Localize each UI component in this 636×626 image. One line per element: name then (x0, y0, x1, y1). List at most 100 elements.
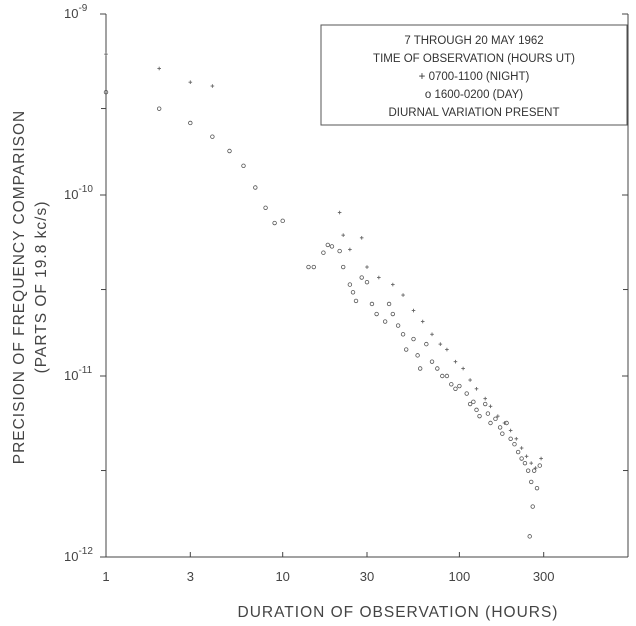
day-data-point (512, 441, 517, 447)
night-data-point (401, 293, 405, 297)
day-data-point (386, 301, 392, 307)
night-data-point (445, 347, 449, 352)
night-data-point (420, 319, 425, 324)
day-data-point (471, 399, 476, 405)
day-data-point (467, 401, 473, 407)
day-data-point (210, 134, 215, 139)
day-data-point (156, 106, 162, 111)
night-data-point (337, 210, 342, 215)
day-data-point (527, 534, 532, 539)
night-data-point (483, 396, 488, 401)
day-data-point (337, 248, 342, 254)
day-data-point (464, 391, 469, 396)
night-data-point (438, 342, 443, 346)
night-data-point (430, 332, 434, 337)
day-data-point (522, 460, 528, 466)
legend-box (320, 24, 628, 126)
day-data-point (477, 413, 482, 419)
data-points (103, 52, 543, 539)
night-data-point (461, 366, 465, 371)
day-data-point (280, 218, 285, 224)
night-data-point (157, 66, 161, 71)
day-data-point (382, 319, 388, 324)
day-data-point (415, 353, 420, 358)
x-tick-label: 30 (360, 569, 374, 584)
y-tick-label: 10-9 (64, 3, 88, 21)
day-data-point (103, 89, 109, 95)
day-data-point (497, 425, 503, 430)
day-data-point (474, 407, 479, 413)
day-data-point (453, 386, 458, 391)
day-data-point (449, 382, 454, 387)
night-data-point (529, 461, 534, 465)
day-data-point (347, 282, 353, 287)
day-data-point (457, 383, 462, 389)
legend-line-time-header: TIME OF OBSERVATION (HOURS UT) (373, 53, 575, 65)
night-data-point (188, 80, 193, 84)
night-data-point (391, 282, 395, 287)
day-data-point (488, 420, 493, 426)
night-data-point (468, 378, 472, 382)
day-data-point (325, 242, 331, 248)
day-data-point (493, 416, 498, 422)
day-data-point (483, 401, 488, 407)
y-tick-label: 10-11 (64, 365, 93, 383)
night-data-point (474, 386, 479, 391)
y-axis-title-line2: (PARTS OF 19.8 kc/s) (33, 201, 50, 374)
day-data-point (515, 449, 521, 455)
night-data-point (377, 275, 381, 280)
day-data-point (272, 220, 277, 226)
day-data-point (424, 341, 429, 347)
day-data-point (241, 163, 246, 168)
day-data-point (440, 373, 445, 379)
y-axis-ticks: 10-12 10-11 10-10 10-9 (64, 3, 628, 564)
night-data-point (524, 454, 529, 459)
day-data-point (188, 120, 193, 126)
x-axis-title: DURATION OF OBSERVATION (HOURS) (238, 604, 559, 621)
day-data-point (350, 290, 356, 295)
x-tick-label: 3 (187, 569, 194, 584)
day-data-point (444, 373, 450, 379)
day-data-point (227, 148, 232, 154)
day-data-point (519, 456, 524, 461)
day-data-point (508, 436, 513, 441)
day-data-point (403, 347, 409, 352)
legend-line-night: + 0700-1100 (NIGHT) (419, 71, 530, 83)
y-axis-title-line1: PRECISION OF FREQUENCY COMPARISON (11, 110, 28, 465)
night-data-point (365, 265, 369, 269)
night-data-point (453, 359, 458, 364)
day-data-point (537, 463, 542, 468)
x-tick-label: 1 (102, 569, 109, 584)
day-data-point (390, 311, 396, 317)
legend-line-dates: 7 THROUGH 20 MAY 1962 (404, 35, 543, 47)
day-data-point (531, 468, 537, 473)
day-data-point (395, 323, 401, 328)
night-data-point (508, 428, 513, 433)
day-data-point (429, 359, 435, 364)
day-data-point (485, 411, 491, 416)
x-axis-ticks: 1 3 10 30 100 300 (102, 552, 555, 584)
night-data-point (348, 247, 352, 252)
day-data-point (253, 185, 258, 190)
day-data-point (530, 504, 535, 509)
day-data-point (529, 479, 534, 485)
day-data-point (525, 468, 531, 473)
legend: 7 THROUGH 20 MAY 1962 TIME OF OBSERVATIO… (320, 24, 628, 126)
day-data-point (353, 298, 359, 304)
legend-line-day: o 1600-0200 (DAY) (425, 89, 523, 101)
x-tick-label: 100 (449, 569, 471, 584)
night-data-point (496, 414, 500, 418)
night-data-point (341, 233, 345, 237)
day-data-point (263, 205, 268, 210)
day-data-point (321, 250, 326, 255)
day-data-point (364, 279, 370, 285)
day-data-point (435, 366, 440, 371)
night-data-point (539, 456, 543, 461)
night-data-point (359, 236, 364, 240)
y-tick-label: 10-10 (64, 184, 93, 202)
night-data-point (411, 308, 416, 313)
day-data-point (340, 264, 346, 270)
day-data-point (417, 366, 423, 371)
day-data-point (329, 244, 335, 249)
